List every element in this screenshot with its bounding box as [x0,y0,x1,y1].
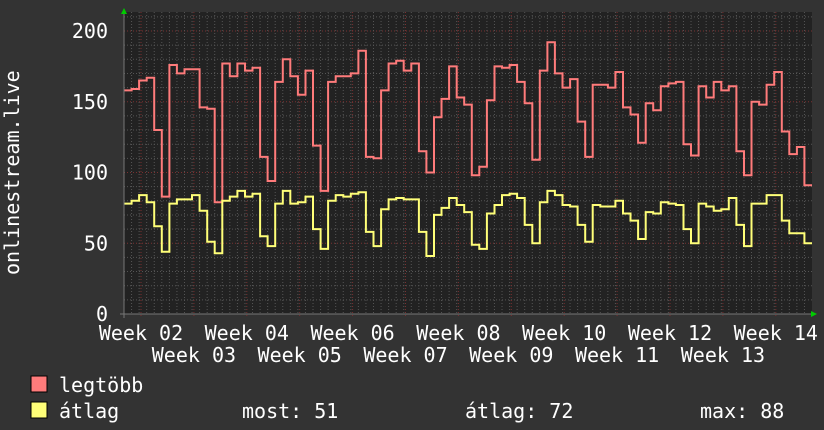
y-tick-label: 100 [72,161,108,185]
x-tick-label: Week 09 [469,343,553,367]
legend-swatch-avg [30,401,48,419]
x-tick-label: Week 06 [310,321,394,345]
y-tick-label: 0 [96,302,108,326]
y-axis-arrow-icon [121,8,127,14]
series-line-1 [124,189,812,257]
x-tick-label: Week 11 [575,343,659,367]
plot-area [124,12,812,314]
x-tick-label: Week 05 [258,343,342,367]
stat-atlag: átlag: 72 [465,399,573,423]
y-tick-label: 50 [84,231,108,255]
y-tick-labels: 0 50 100 150 200 [72,19,108,326]
x-tick-label: Week 08 [416,321,500,345]
x-tick-label: Week 14 [734,321,818,345]
x-axis-arrow-icon [811,311,817,317]
y-tick-label: 150 [72,90,108,114]
series-line-0 [124,41,812,204]
legend-swatch-max [30,375,48,393]
x-tick-label: Week 10 [522,321,606,345]
legend-label-max: legtöbb [59,373,143,397]
x-tick-label: Week 13 [681,343,765,367]
x-tick-label: Week 03 [152,343,236,367]
x-tick-label: Week 02 [99,321,183,345]
x-tick-label: Week 04 [205,321,289,345]
x-tick-label: Week 12 [628,321,712,345]
y-tick-label: 200 [72,19,108,43]
legend-label-avg: átlag [59,399,119,423]
stat-max: max: 88 [700,399,784,423]
y-axis-label: onlinestream.live [0,70,24,275]
stat-most: most: 51 [242,399,338,423]
series-group [124,41,812,257]
x-tick-label: Week 07 [363,343,447,367]
